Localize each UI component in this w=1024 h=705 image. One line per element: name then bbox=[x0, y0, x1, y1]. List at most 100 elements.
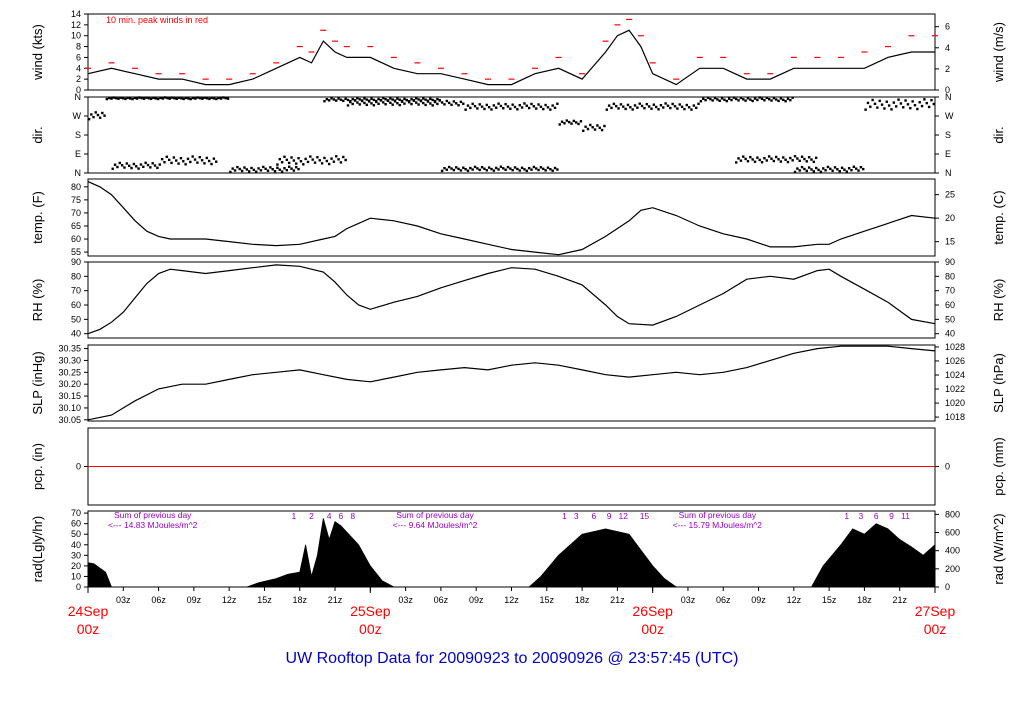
dir-tick-label-right: W bbox=[945, 111, 954, 121]
rad-sum-value: <--- 14.83 MJoules/m^2 bbox=[108, 520, 198, 530]
dir-point bbox=[542, 107, 545, 111]
dir-point bbox=[166, 96, 169, 100]
dir-point bbox=[782, 156, 785, 159]
dir-point bbox=[812, 160, 816, 164]
dir-point bbox=[180, 97, 183, 100]
dir-point bbox=[803, 167, 806, 171]
dir-point bbox=[885, 100, 888, 103]
dir-point bbox=[530, 168, 533, 171]
dir-point bbox=[619, 103, 623, 106]
dir-point bbox=[539, 166, 543, 169]
dir-point bbox=[852, 165, 856, 168]
dir-point bbox=[749, 98, 752, 101]
dir-point bbox=[316, 156, 319, 159]
rh-tick-label-left: 60 bbox=[71, 300, 81, 310]
dir-point bbox=[276, 163, 279, 166]
wind-tick-label-left: 14 bbox=[71, 9, 81, 19]
dir-point bbox=[504, 168, 507, 172]
dir-point bbox=[857, 169, 860, 172]
rad-tick-label-right: 200 bbox=[945, 564, 960, 574]
slp-tick-label-left: 30.20 bbox=[58, 379, 81, 389]
dir-point bbox=[422, 97, 425, 100]
dir-point bbox=[370, 97, 373, 100]
dir-point bbox=[92, 115, 95, 119]
dir-point bbox=[466, 104, 470, 107]
dir-point bbox=[652, 103, 656, 106]
dir-point bbox=[403, 102, 406, 105]
rad-hour-label: 9 bbox=[889, 511, 894, 521]
dir-point bbox=[845, 170, 848, 173]
dir-point bbox=[866, 101, 870, 105]
dir-point bbox=[796, 157, 799, 160]
dir-point bbox=[490, 167, 493, 171]
slp-tick-label-left: 30.30 bbox=[58, 355, 81, 365]
dir-point bbox=[763, 99, 766, 102]
rad-hour-label: 9 bbox=[607, 511, 612, 521]
slp-tick-label-right: 1022 bbox=[945, 384, 965, 394]
dir-point bbox=[353, 99, 357, 102]
rad-tick-label-left: 10 bbox=[71, 571, 81, 581]
dir-point bbox=[160, 157, 164, 161]
dir-point bbox=[198, 156, 201, 159]
wind-series-line bbox=[87, 29, 935, 86]
wind-tick-label-right: 2 bbox=[945, 64, 950, 74]
dir-point bbox=[196, 161, 199, 164]
dir-point bbox=[871, 98, 874, 102]
dir-point bbox=[290, 167, 293, 170]
dir-point bbox=[876, 106, 879, 109]
dir-point bbox=[906, 103, 910, 106]
dir-point bbox=[236, 165, 239, 169]
dir-point bbox=[894, 105, 898, 108]
dir-point bbox=[215, 97, 218, 101]
rad-tick-label-left: 50 bbox=[71, 529, 81, 539]
dir-point bbox=[622, 105, 625, 108]
dir-point bbox=[553, 166, 557, 170]
dir-point bbox=[417, 103, 420, 106]
dir-point bbox=[161, 97, 164, 100]
temp-ylabel: temp. (F) bbox=[30, 191, 45, 244]
dir-point bbox=[789, 98, 792, 102]
dir-point bbox=[678, 103, 681, 106]
dir-point bbox=[433, 100, 437, 104]
wind-tick-label-right: 0 bbox=[945, 85, 950, 95]
dir-point bbox=[118, 161, 121, 165]
dir-point bbox=[767, 155, 771, 158]
dir-point bbox=[739, 96, 743, 100]
dir-point bbox=[297, 167, 300, 171]
dir-point bbox=[756, 98, 759, 102]
rad-sum-label: Sum of previous day bbox=[114, 510, 192, 520]
dir-point bbox=[734, 97, 738, 101]
dir-point bbox=[902, 106, 905, 109]
dir-point bbox=[243, 166, 246, 169]
x-hour-label: 18z bbox=[857, 595, 872, 605]
rh-tick-label-right: 90 bbox=[945, 257, 955, 267]
dir-point bbox=[457, 104, 460, 107]
dir-point bbox=[927, 105, 931, 109]
rad-hour-label: 1 bbox=[562, 511, 567, 521]
dir-point bbox=[443, 103, 446, 106]
dir-point bbox=[203, 162, 206, 165]
dir-point bbox=[121, 97, 125, 100]
rad-tick-label-right: 0 bbox=[945, 582, 950, 592]
dir-point bbox=[278, 168, 281, 171]
dir-point bbox=[187, 97, 190, 100]
dir-point bbox=[647, 105, 651, 108]
dir-point bbox=[346, 98, 350, 102]
dir-point bbox=[429, 102, 432, 105]
x-date-label: 24Sep bbox=[68, 603, 109, 619]
dir-point bbox=[330, 157, 333, 160]
dir-point bbox=[702, 97, 705, 100]
dir-point bbox=[156, 97, 160, 101]
dir-point bbox=[391, 103, 394, 106]
dir-point bbox=[445, 168, 448, 171]
dir-point bbox=[513, 105, 517, 109]
dir-point bbox=[614, 104, 618, 108]
dir-point bbox=[629, 105, 632, 109]
dir-point bbox=[98, 116, 102, 119]
dir-point bbox=[513, 166, 517, 169]
dir-point bbox=[527, 106, 531, 110]
dir-point bbox=[327, 162, 331, 166]
dir-point bbox=[643, 107, 646, 110]
dir-point bbox=[156, 166, 159, 170]
dir-point bbox=[438, 99, 441, 102]
